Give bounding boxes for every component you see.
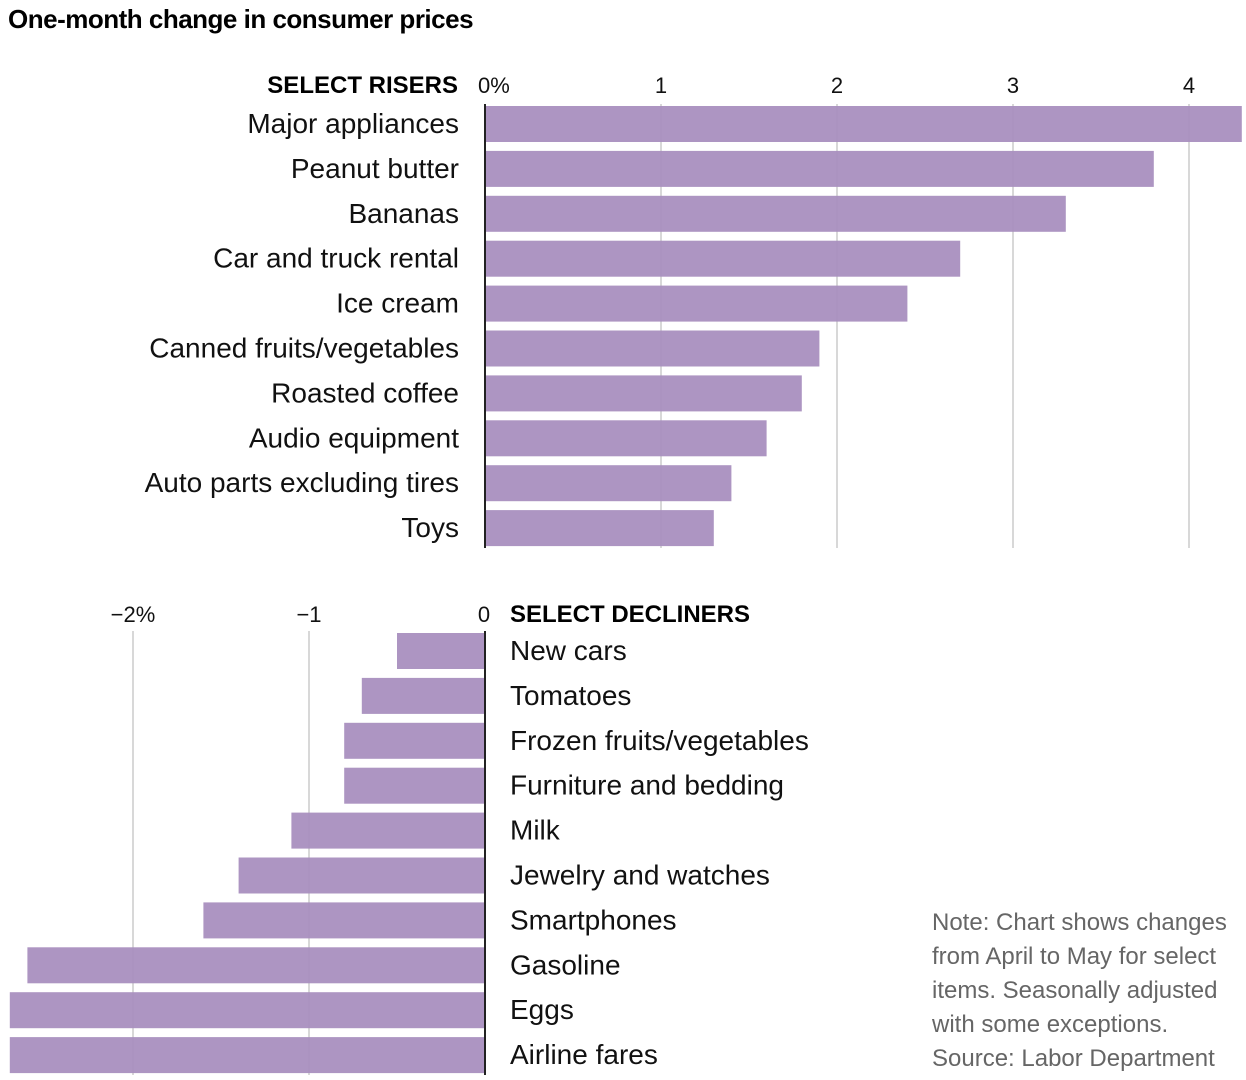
- risers-heading: SELECT RISERS: [267, 72, 458, 99]
- decliners-bar: [361, 677, 485, 714]
- note-line-4: with some exceptions.: [932, 1011, 1169, 1038]
- risers-tick-label: 2: [831, 73, 843, 98]
- risers-bar: [485, 150, 1154, 187]
- decliners-bar: [9, 1037, 486, 1074]
- decliners-category-label: Frozen fruits/vegetables: [510, 725, 809, 756]
- decliners-bar: [344, 722, 485, 759]
- risers-tick-label: 1: [655, 73, 667, 98]
- decliners-tick-label: −1: [296, 602, 321, 627]
- risers-category-label: Major appliances: [247, 108, 459, 139]
- risers-bar: [485, 330, 820, 367]
- risers-category-label: Ice cream: [336, 288, 459, 319]
- risers-bar: [485, 375, 802, 412]
- risers-bar: [485, 420, 767, 457]
- risers-category-label: Audio equipment: [249, 422, 459, 453]
- risers-category-label: Canned fruits/vegetables: [149, 333, 459, 364]
- decliners-bar: [291, 812, 485, 849]
- decliners-category-label: Jewelry and watches: [510, 860, 770, 891]
- decliners-bar: [27, 947, 486, 984]
- decliners-heading: SELECT DECLINERS: [510, 601, 750, 628]
- risers-bar: [485, 285, 908, 322]
- decliners-category-label: Milk: [510, 815, 561, 846]
- chart-title: One-month change in consumer prices: [8, 4, 473, 34]
- note-line-2: from April to May for select: [932, 943, 1217, 970]
- decliners-tick-label: 0: [478, 602, 490, 627]
- decliners-panel: −2% −1 0 SELECT DECLINERS New cars Tomatoes Fr…: [9, 601, 809, 1075]
- decliners-category-label: Tomatoes: [510, 680, 631, 711]
- decliners-category-label: Eggs: [510, 994, 574, 1025]
- decliners-bar: [203, 902, 485, 939]
- risers-category-label: Bananas: [348, 198, 459, 229]
- decliners-bar: [9, 992, 486, 1029]
- decliners-bar: [344, 767, 485, 804]
- risers-category-label: Car and truck rental: [213, 243, 459, 274]
- risers-bar: [485, 240, 961, 277]
- risers-category-label: Auto parts excluding tires: [145, 467, 459, 498]
- note-line-3: items. Seasonally adjusted: [932, 977, 1218, 1004]
- risers-tick-label: 3: [1007, 73, 1019, 98]
- decliners-category-label: New cars: [510, 635, 627, 666]
- risers-category-label: Roasted coffee: [271, 377, 459, 408]
- decliners-bar: [397, 633, 485, 669]
- decliners-category-label: Gasoline: [510, 949, 621, 980]
- risers-bar: [485, 195, 1066, 232]
- note-line-1: Note: Chart shows changes: [932, 909, 1227, 936]
- chart-note: Note: Chart shows changes from April to …: [932, 906, 1244, 1076]
- decliners-tick-label: −2%: [111, 602, 156, 627]
- risers-bar: [485, 465, 732, 502]
- decliners-bar: [238, 857, 485, 894]
- risers-bar: [485, 510, 714, 547]
- decliners-category-label: Furniture and bedding: [510, 770, 784, 801]
- decliners-category-label: Smartphones: [510, 904, 677, 935]
- risers-category-label: Peanut butter: [291, 153, 459, 184]
- risers-tick-label: 4: [1183, 73, 1195, 98]
- risers-panel: 0% 1 2 3 4 SELECT RISERS Major appliances Peanu…: [145, 72, 1242, 548]
- decliners-category-label: Airline fares: [510, 1039, 658, 1070]
- risers-category-label: Toys: [401, 512, 459, 543]
- risers-tick-label: 0%: [478, 73, 510, 98]
- risers-bar: [485, 106, 1242, 142]
- note-source-line: Source: Labor Department: [932, 1045, 1215, 1072]
